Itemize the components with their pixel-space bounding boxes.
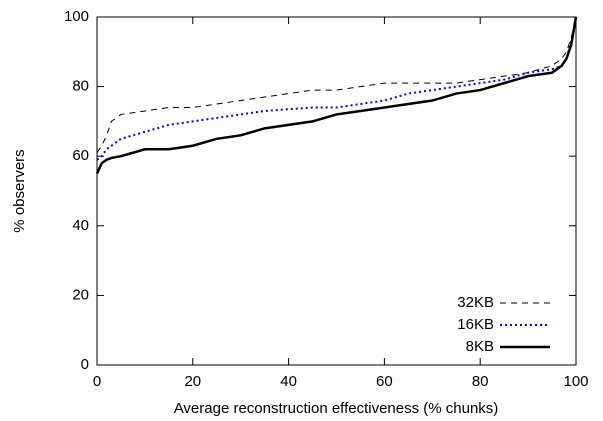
x-tick-label: 60: [376, 373, 393, 390]
y-tick-label: 80: [72, 78, 89, 95]
y-axis-label: % observers: [11, 149, 28, 232]
y-tick-label: 100: [64, 8, 89, 25]
y-tick-label: 20: [72, 286, 89, 303]
legend-label: 32KB: [457, 294, 494, 311]
series-line: [96, 16, 577, 161]
x-tick-label: 0: [93, 373, 101, 390]
y-tick-label: 60: [72, 147, 89, 164]
x-tick-label: 40: [280, 373, 297, 390]
x-tick-label: 20: [184, 373, 201, 390]
x-axis-label: Average reconstruction effectiveness (% …: [174, 400, 499, 417]
x-tick-label: 80: [472, 373, 489, 390]
y-tick-label: 0: [81, 356, 89, 373]
y-tick-label: 40: [72, 217, 89, 234]
series-line: [96, 16, 577, 154]
legend-label: 16KB: [457, 316, 494, 333]
plot-frame: [96, 16, 577, 366]
x-tick-label: 100: [563, 373, 588, 390]
legend-label: 8KB: [466, 338, 494, 355]
series-line: [95, 16, 578, 175]
